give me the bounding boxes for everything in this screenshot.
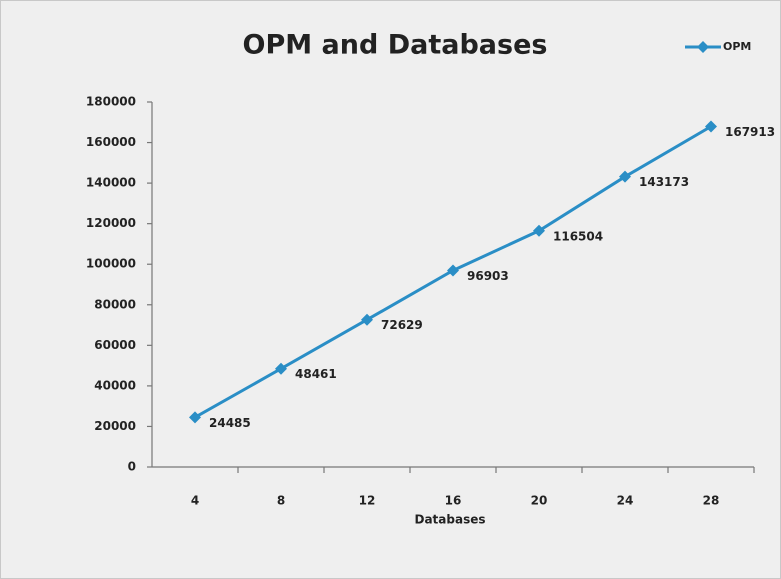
x-axis-label: Databases: [414, 513, 485, 527]
data-label: 96903: [467, 269, 509, 283]
y-tick-label: 120000: [86, 216, 136, 230]
data-label: 72629: [381, 318, 423, 332]
y-tick-label: 180000: [86, 95, 136, 109]
x-tick-label: 4: [191, 494, 199, 508]
data-point: [533, 224, 545, 237]
y-tick-label: 0: [128, 460, 136, 474]
data-label: 116504: [553, 229, 603, 243]
x-tick-label: 20: [531, 494, 548, 508]
data-point: [705, 120, 717, 133]
data-point: [275, 362, 287, 375]
y-tick-label: 140000: [86, 176, 136, 190]
x-tick-label: 24: [617, 494, 634, 508]
y-tick-label: 100000: [86, 257, 136, 271]
data-label: 48461: [295, 367, 337, 381]
data-point: [189, 411, 201, 424]
data-label: 143173: [639, 175, 689, 189]
x-tick-label: 8: [277, 494, 285, 508]
y-tick-label: 160000: [86, 135, 136, 149]
data-point: [619, 170, 631, 183]
data-point: [447, 264, 459, 277]
legend-marker: [697, 41, 709, 53]
x-tick-label: 12: [359, 494, 376, 508]
data-label: 24485: [209, 416, 251, 430]
y-tick-label: 60000: [94, 338, 136, 352]
x-tick-label: 28: [703, 494, 720, 508]
x-tick-label: 16: [445, 494, 462, 508]
y-tick-label: 40000: [94, 378, 136, 392]
y-tick-label: 80000: [94, 297, 136, 311]
data-point: [361, 313, 373, 326]
legend-label: OPM: [723, 40, 751, 53]
y-tick-label: 20000: [94, 419, 136, 433]
chart-title: OPM and Databases: [243, 30, 548, 61]
data-label: 167913: [725, 125, 775, 139]
